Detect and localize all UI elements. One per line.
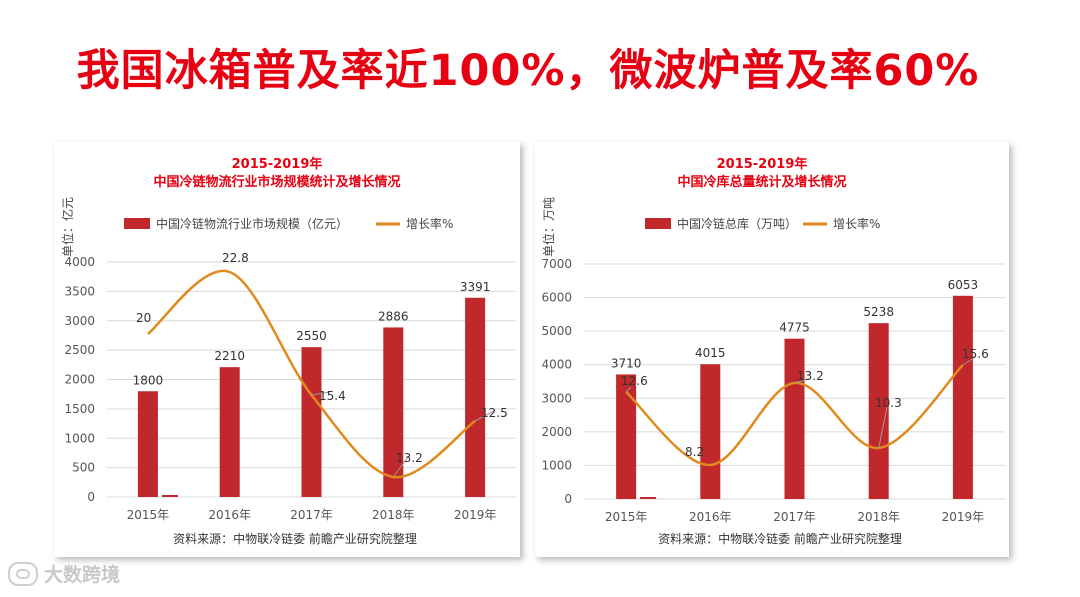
headline: 我国冰箱普及率近100%，微波炉普及率60% <box>76 46 980 96</box>
bar-value-label: 5238 <box>863 305 894 319</box>
rate-value-label: 13.2 <box>396 451 423 465</box>
rate-leader-line <box>474 410 495 422</box>
bar <box>383 327 404 497</box>
x-tick-label: 2018年 <box>372 508 415 522</box>
y-tick-label: 3500 <box>64 284 95 298</box>
rate-leader-line <box>392 456 409 478</box>
legend-bar-swatch <box>645 218 671 229</box>
rate-value-label: 15.4 <box>319 389 346 403</box>
legend-bar-label: 中国冷链物流行业市场规模（亿元） <box>156 216 348 231</box>
rate-value-label: 22.8 <box>222 251 249 265</box>
bar <box>465 297 486 497</box>
rate-leader-line <box>311 391 331 396</box>
bar-stub <box>161 495 178 497</box>
x-tick-label: 2017年 <box>773 510 816 524</box>
y-tick-label: 7000 <box>541 257 572 271</box>
watermark: 大数跨境 <box>8 560 120 587</box>
bar <box>784 338 805 499</box>
source-note: 资料来源：中物联冷链委 前瞻产业研究院整理 <box>658 531 902 546</box>
y-tick-label: 4000 <box>541 358 572 372</box>
y-tick-label: 0 <box>564 492 572 506</box>
bar-value-label: 2550 <box>296 329 327 343</box>
y-tick-label: 4000 <box>64 255 95 269</box>
y-tick-label: 0 <box>87 490 95 504</box>
bar <box>952 295 973 499</box>
chart-panel-cold-chain-market: 2015-2019年中国冷链物流行业市场规模统计及增长情况单位：亿元 中国冷链物流… <box>54 142 520 557</box>
x-tick-label: 2018年 <box>857 510 900 524</box>
bar <box>137 391 158 497</box>
rate-leader-line <box>794 378 810 384</box>
y-tick-label: 2500 <box>64 343 95 357</box>
bar-value-label: 3710 <box>611 356 642 370</box>
y-tick-label: 1000 <box>64 431 95 445</box>
x-tick-label: 2019年 <box>454 508 497 522</box>
bar <box>301 347 322 497</box>
rate-value-label: 12.5 <box>481 406 508 420</box>
bar <box>700 364 721 499</box>
bar-value-label: 4015 <box>695 346 726 360</box>
y-unit-label: 单位：万吨 <box>541 197 556 257</box>
x-tick-label: 2016年 <box>208 508 251 522</box>
x-tick-label: 2019年 <box>942 510 985 524</box>
watermark-logo-icon <box>8 561 38 586</box>
bar-stub <box>640 497 657 499</box>
bar <box>868 323 889 499</box>
chart-title: 2015-2019年 <box>717 156 808 172</box>
x-tick-label: 2015年 <box>605 510 648 524</box>
y-tick-label: 1000 <box>541 458 572 472</box>
source-note: 资料来源：中物联冷链委 前瞻产业研究院整理 <box>173 531 417 546</box>
bar <box>219 367 240 497</box>
rate-leader-line <box>625 386 632 393</box>
y-tick-label: 3000 <box>64 314 95 328</box>
rate-leader-line <box>878 406 888 449</box>
y-tick-label: 500 <box>72 461 95 475</box>
legend-line-label: 增长率% <box>406 216 453 231</box>
chart-subtitle: 中国冷链物流行业市场规模统计及增长情况 <box>153 174 400 190</box>
rate-value-label: 10.3 <box>875 396 902 410</box>
x-tick-label: 2016年 <box>689 510 732 524</box>
bar-value-label: 1800 <box>133 373 164 387</box>
y-tick-label: 3000 <box>541 391 572 405</box>
rate-leader-line <box>962 357 975 366</box>
rate-value-label: 8.2 <box>685 445 704 459</box>
chart-title: 2015-2019年 <box>232 156 323 172</box>
chart-subtitle: 中国冷库总量统计及增长情况 <box>677 174 846 190</box>
chart-panel-cold-storage: 2015-2019年中国冷库总量统计及增长情况单位：万吨 中国冷链总库（万吨） 增长… <box>535 142 1009 557</box>
legend-bar-label: 中国冷链总库（万吨） <box>677 216 797 231</box>
x-tick-label: 2015年 <box>127 508 170 522</box>
y-tick-label: 1500 <box>64 402 95 416</box>
legend-bar-swatch <box>124 218 150 229</box>
rate-value-label: 12.6 <box>621 374 648 388</box>
bar-value-label: 2210 <box>214 349 245 363</box>
y-unit-label: 单位：亿元 <box>60 197 75 257</box>
x-tick-label: 2017年 <box>290 508 333 522</box>
bar-value-label: 2886 <box>378 309 409 323</box>
rate-value-label: 13.2 <box>797 369 824 383</box>
watermark-text: 大数跨境 <box>44 564 121 586</box>
bar-value-label: 3391 <box>460 280 491 294</box>
rate-value-label: 20 <box>136 311 151 325</box>
bar <box>616 374 637 499</box>
bar-value-label: 4775 <box>779 321 810 335</box>
y-tick-label: 5000 <box>541 324 572 338</box>
rate-value-label: 15.6 <box>962 347 989 361</box>
y-tick-label: 6000 <box>541 291 572 305</box>
growth-rate-line <box>147 269 476 479</box>
legend-line-label: 增长率% <box>833 216 880 231</box>
y-tick-label: 2000 <box>64 373 95 387</box>
y-tick-label: 2000 <box>541 425 572 439</box>
bar-value-label: 6053 <box>948 278 979 292</box>
